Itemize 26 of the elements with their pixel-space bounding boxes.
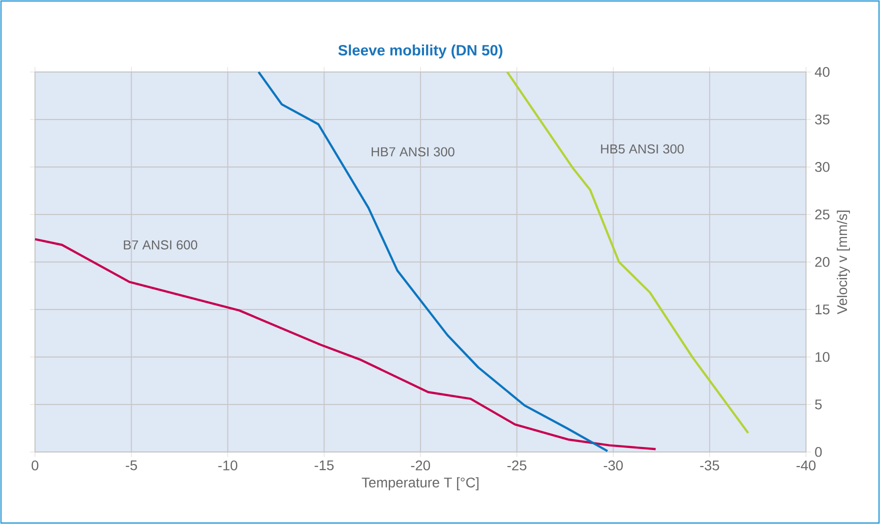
y-tick-label: 5 — [815, 400, 822, 410]
y-tick-label: 30 — [815, 162, 830, 172]
y-tick-label: 15 — [816, 304, 830, 314]
x-tick-label: -20 — [411, 460, 430, 470]
x-tick-label: -35 — [700, 460, 720, 470]
chart-title: Sleeve mobility (DN 50) — [338, 44, 502, 58]
y-tick-label: 20 — [815, 257, 830, 267]
x-tick-label: -10 — [218, 460, 238, 470]
y-tick-label: 25 — [815, 210, 830, 220]
line-series — [34, 238, 657, 450]
text: HB7 ANSI 300 — [372, 147, 454, 156]
text: HB5 ANSI 300 — [601, 144, 684, 154]
y-tick-label: 40 — [814, 67, 830, 77]
line-series — [506, 70, 750, 434]
y-tick-label: 10 — [816, 352, 830, 362]
y-axis-title: Velocity v [mm/s] — [836, 210, 850, 314]
y-tick-label: 0 — [815, 447, 822, 457]
x-tick-label: -30 — [604, 460, 623, 470]
x-tick-label: -5 — [126, 460, 137, 470]
x-tick-label: -25 — [507, 460, 526, 470]
x-tick-label: 0 — [32, 460, 38, 470]
x-tick-label: -15 — [314, 460, 334, 470]
series-label: B7 ANSI 600 — [124, 240, 198, 250]
y-tick-label: 35 — [815, 114, 830, 124]
x-tick-label: -40 — [796, 460, 816, 470]
x-axis-title: Temperature T [°C] — [362, 477, 478, 490]
